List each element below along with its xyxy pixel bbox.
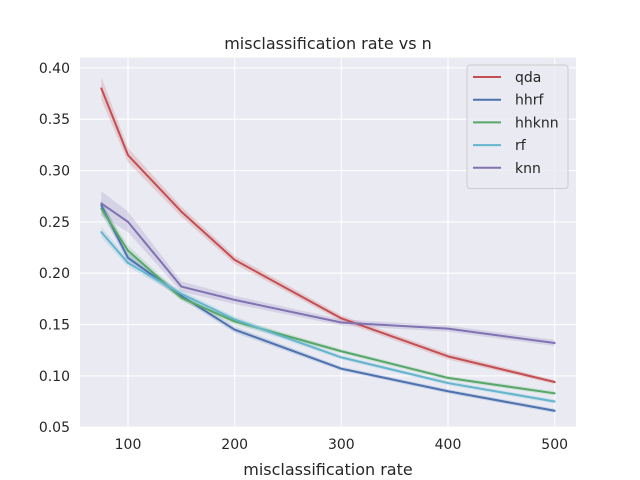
y-tick-label: 0.40 (39, 61, 70, 77)
legend-box (466, 64, 569, 189)
x-axis-label: misclassification rate (243, 460, 412, 479)
tick-labels: 100 200 300 400 500 0.05 0.10 0.15 0.20 0.25 0.30 0… (39, 61, 568, 453)
y-tick-label: 0.30 (39, 164, 70, 180)
x-tick-label: 500 (541, 437, 568, 453)
y-tick-label: 0.35 (39, 112, 70, 128)
series-line-knn (100, 202, 556, 345)
y-tick-label: 0.05 (39, 420, 70, 436)
y-tick-label: 0.25 (39, 215, 70, 231)
y-tick-label: 0.20 (39, 266, 70, 282)
series-line-hhknn (100, 207, 556, 395)
legend-label-knn: knn (515, 161, 541, 177)
series-line-rf (100, 231, 556, 403)
x-tick-label: 100 (115, 437, 142, 453)
series-line-hhrf (100, 204, 556, 412)
legend-label-rf: rf (515, 138, 527, 154)
x-tick-label: 400 (435, 437, 462, 453)
y-tick-label: 0.15 (39, 318, 70, 334)
legend: qda hhrf hhknn rf knn (466, 64, 569, 189)
legend-label-qda: qda (515, 70, 541, 86)
legend-label-hhrf: hhrf (515, 93, 545, 109)
y-tick-label: 0.10 (39, 369, 70, 385)
chart-title: misclassification rate vs n (224, 34, 432, 53)
series-line-qda (100, 87, 556, 384)
x-tick-label: 200 (221, 437, 248, 453)
x-tick-label: 300 (328, 437, 355, 453)
series-lines (100, 87, 556, 412)
legend-label-hhknn: hhknn (515, 115, 559, 131)
